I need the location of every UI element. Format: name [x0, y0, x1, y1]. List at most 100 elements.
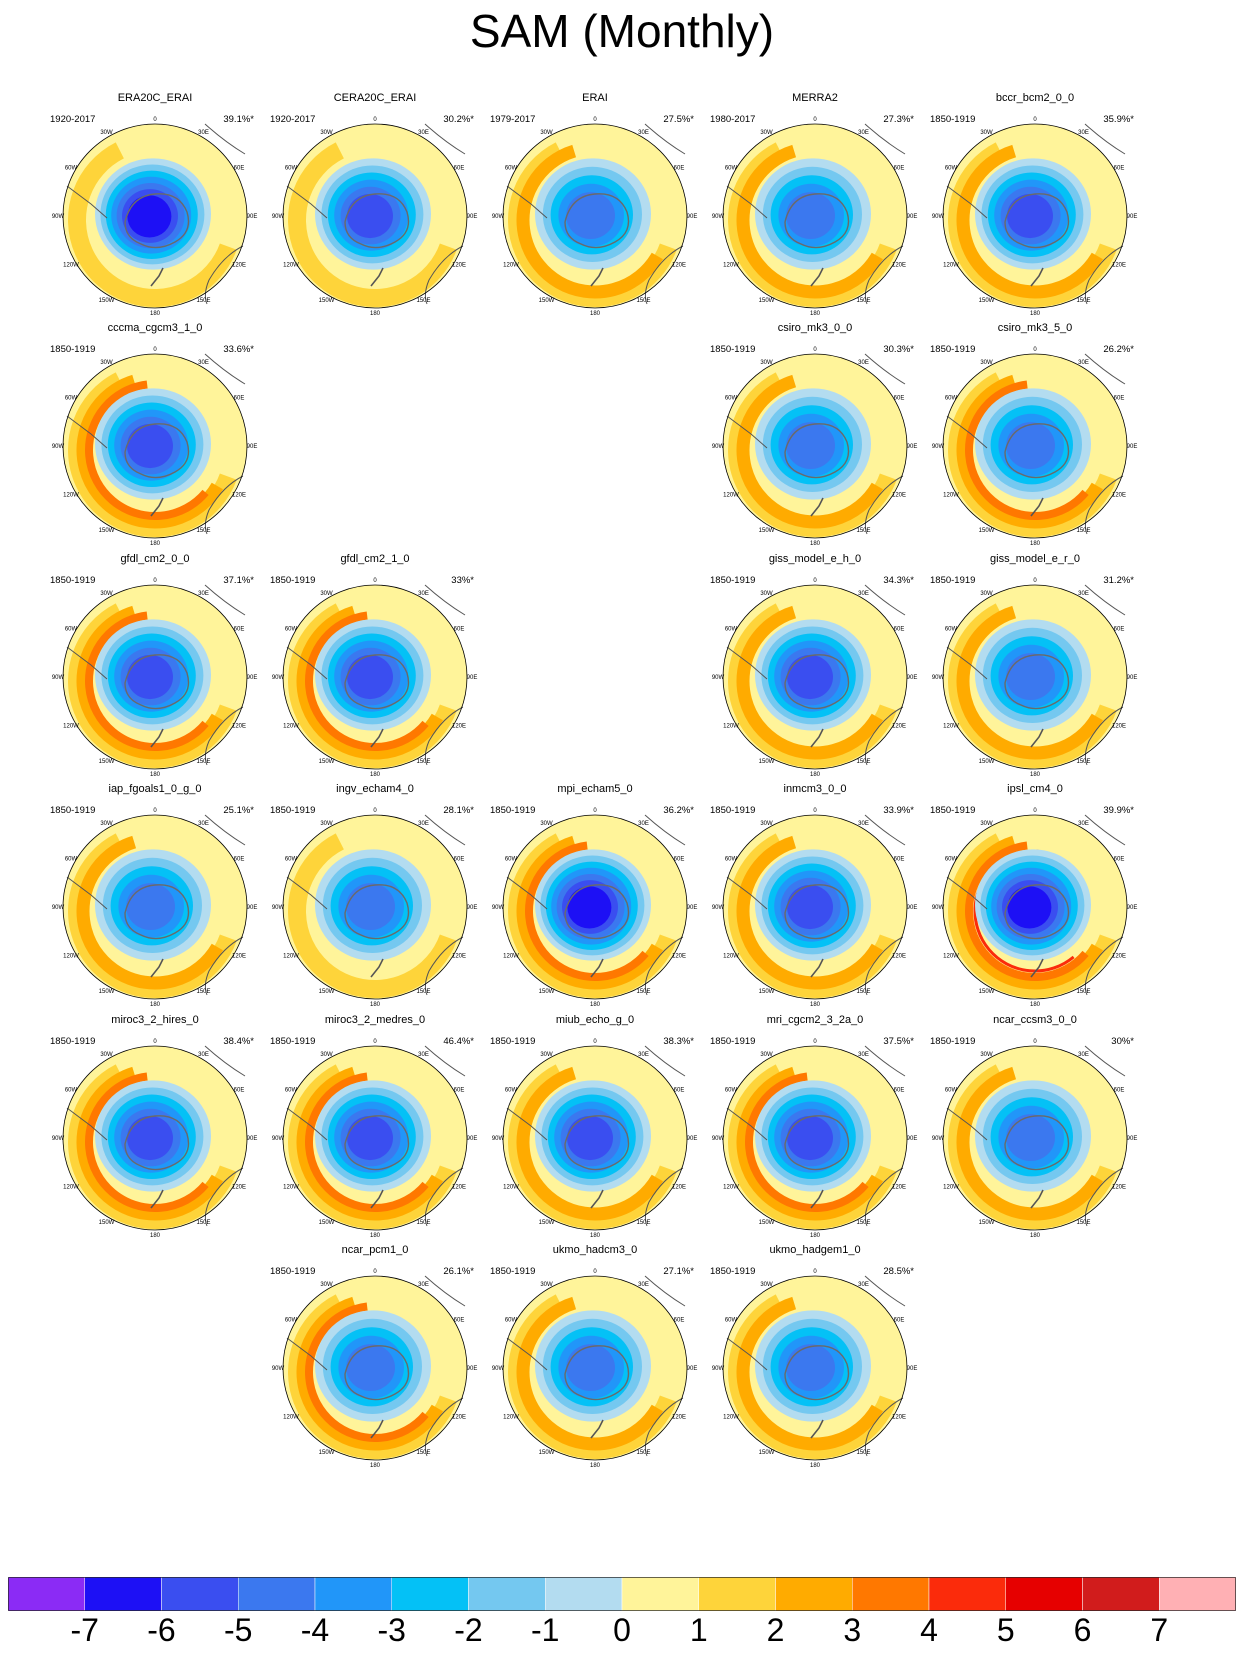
longitude-label: 150E — [636, 1220, 650, 1226]
polar-map: 0 30E 60E 90E 120E 150E 180 150W 120W 90W 60W 30W — [52, 117, 258, 316]
positive-band — [288, 133, 462, 307]
longitude-label: 0 — [373, 117, 377, 123]
longitude-label: 0 — [373, 1039, 377, 1045]
panel-title: mpi_echam5_0 — [557, 783, 633, 795]
south-america-outline — [726, 185, 768, 219]
longitude-label: 120W — [503, 954, 519, 960]
panel-variance: 26.2%* — [1103, 344, 1134, 355]
longitude-label: 150W — [979, 1220, 995, 1226]
longitude-label: 150W — [539, 1450, 555, 1456]
longitude-label: 150E — [636, 989, 650, 995]
longitude-label: 150W — [759, 989, 775, 995]
longitude-label: 60W — [65, 1088, 78, 1094]
polar-map: 0 30E 60E 90E 120E 150E 180 150W 120W 90W 60W 30W — [712, 808, 918, 1007]
panel-title: gfdl_cm2_0_0 — [120, 553, 190, 565]
longitude-label: 0 — [153, 117, 157, 123]
polar-map: 0 30E 60E 90E 120E 150E 180 150W 120W 90W 60W 30W — [932, 347, 1138, 546]
longitude-label: 30E — [638, 130, 649, 136]
africa-outline — [644, 814, 686, 846]
longitude-label: 180 — [370, 1002, 381, 1007]
longitude-label: 30W — [540, 1282, 553, 1288]
longitude-label: 150E — [856, 1450, 870, 1456]
panel-title: ukmo_hadgem1_0 — [769, 1244, 861, 1256]
longitude-label: 30W — [320, 130, 333, 136]
longitude-label: 0 — [593, 117, 597, 123]
negative-band — [1007, 193, 1053, 239]
australia-outline — [1084, 936, 1124, 996]
new-zealand-outline — [1030, 728, 1044, 748]
panel-period: 1850-1919 — [490, 1266, 536, 1277]
longitude-label: 180 — [810, 1002, 821, 1007]
map-panel: ERA20C_ERAI 1920-2017 39.1%* 0 30E 60E 90E 120E… — [50, 92, 260, 327]
longitude-label: 60W — [65, 627, 78, 633]
longitude-label: 150W — [319, 989, 335, 995]
longitude-label: 30E — [1078, 360, 1089, 366]
longitude-label: 90W — [272, 214, 285, 220]
longitude-label: 90W — [932, 905, 945, 911]
longitude-label: 180 — [1030, 311, 1041, 316]
negative-band — [347, 1115, 393, 1161]
longitude-label: 0 — [813, 1269, 817, 1275]
australia-outline — [424, 936, 464, 996]
positive-band — [736, 1063, 894, 1221]
panel-variance: 39.9%* — [1103, 805, 1134, 816]
longitude-label: 150E — [416, 759, 430, 765]
positive-band — [965, 841, 1105, 981]
longitude-label: 60W — [945, 166, 958, 172]
antarctica-outline — [344, 884, 410, 940]
map-panel: inmcm3_0_0 1850-1919 33.9%* 0 30E 60E 90E 120E 1… — [710, 783, 920, 1018]
longitude-label: 60E — [1114, 1088, 1125, 1094]
longitude-label: 60E — [894, 1318, 905, 1324]
africa-outline — [864, 353, 906, 385]
south-america-outline — [506, 876, 548, 910]
positive-band — [736, 602, 894, 760]
longitude-label: 0 — [153, 1039, 157, 1045]
new-zealand-outline — [810, 958, 824, 978]
longitude-label: 60E — [674, 166, 685, 172]
new-zealand-outline — [1030, 1189, 1044, 1209]
antarctica-outline — [564, 1115, 630, 1171]
longitude-label: 120W — [283, 1185, 299, 1191]
panel-period: 1850-1919 — [270, 805, 316, 816]
antarctica-outline — [344, 193, 410, 249]
australia-outline — [1084, 475, 1124, 535]
longitude-label: 60W — [505, 1088, 518, 1094]
map-border — [62, 584, 248, 770]
south-america-outline — [506, 1107, 548, 1141]
new-zealand-outline — [810, 497, 824, 517]
colorbar-tick-label: 0 — [613, 1612, 631, 1648]
africa-outline — [204, 123, 246, 155]
longitude-label: 0 — [373, 578, 377, 584]
longitude-label: 150E — [196, 989, 210, 995]
longitude-label: 90E — [907, 675, 918, 681]
africa-outline — [204, 1045, 246, 1077]
map-panel: iap_fgoals1_0_g_0 1850-1919 25.1%* 0 30E 60E 9… — [50, 783, 260, 1018]
positive-band — [736, 371, 894, 529]
colorbar-tick-label: -7 — [70, 1612, 99, 1648]
colorbar-tick-label: -5 — [224, 1612, 253, 1648]
panel-title: miroc3_2_hires_0 — [111, 1014, 199, 1026]
antarctica-outline — [344, 1345, 410, 1401]
longitude-label: 120W — [503, 263, 519, 269]
colorbar-swatch — [1005, 1577, 1083, 1611]
longitude-label: 120W — [63, 1185, 79, 1191]
longitude-label: 180 — [370, 772, 381, 777]
longitude-label: 30E — [858, 1282, 869, 1288]
longitude-label: 90W — [932, 214, 945, 220]
map-panel: miub_echo_g_0 1850-1919 38.3%* 0 30E 60E 90E 12… — [490, 1014, 700, 1249]
longitude-label: 150E — [1076, 298, 1090, 304]
longitude-label: 120E — [232, 1185, 246, 1191]
longitude-label: 90E — [687, 214, 698, 220]
longitude-label: 90W — [52, 214, 65, 220]
longitude-label: 180 — [150, 1233, 161, 1238]
longitude-label: 60W — [725, 857, 738, 863]
map-border — [282, 123, 468, 309]
longitude-label: 90E — [907, 1366, 918, 1372]
polar-map: 0 30E 60E 90E 120E 150E 180 150W 120W 90W 60W 30W — [52, 808, 258, 1007]
africa-outline — [204, 353, 246, 385]
positive-band — [516, 832, 674, 990]
longitude-label: 120E — [1112, 1185, 1126, 1191]
longitude-label: 30W — [980, 591, 993, 597]
australia-outline — [644, 1167, 684, 1227]
longitude-label: 180 — [1030, 1002, 1041, 1007]
